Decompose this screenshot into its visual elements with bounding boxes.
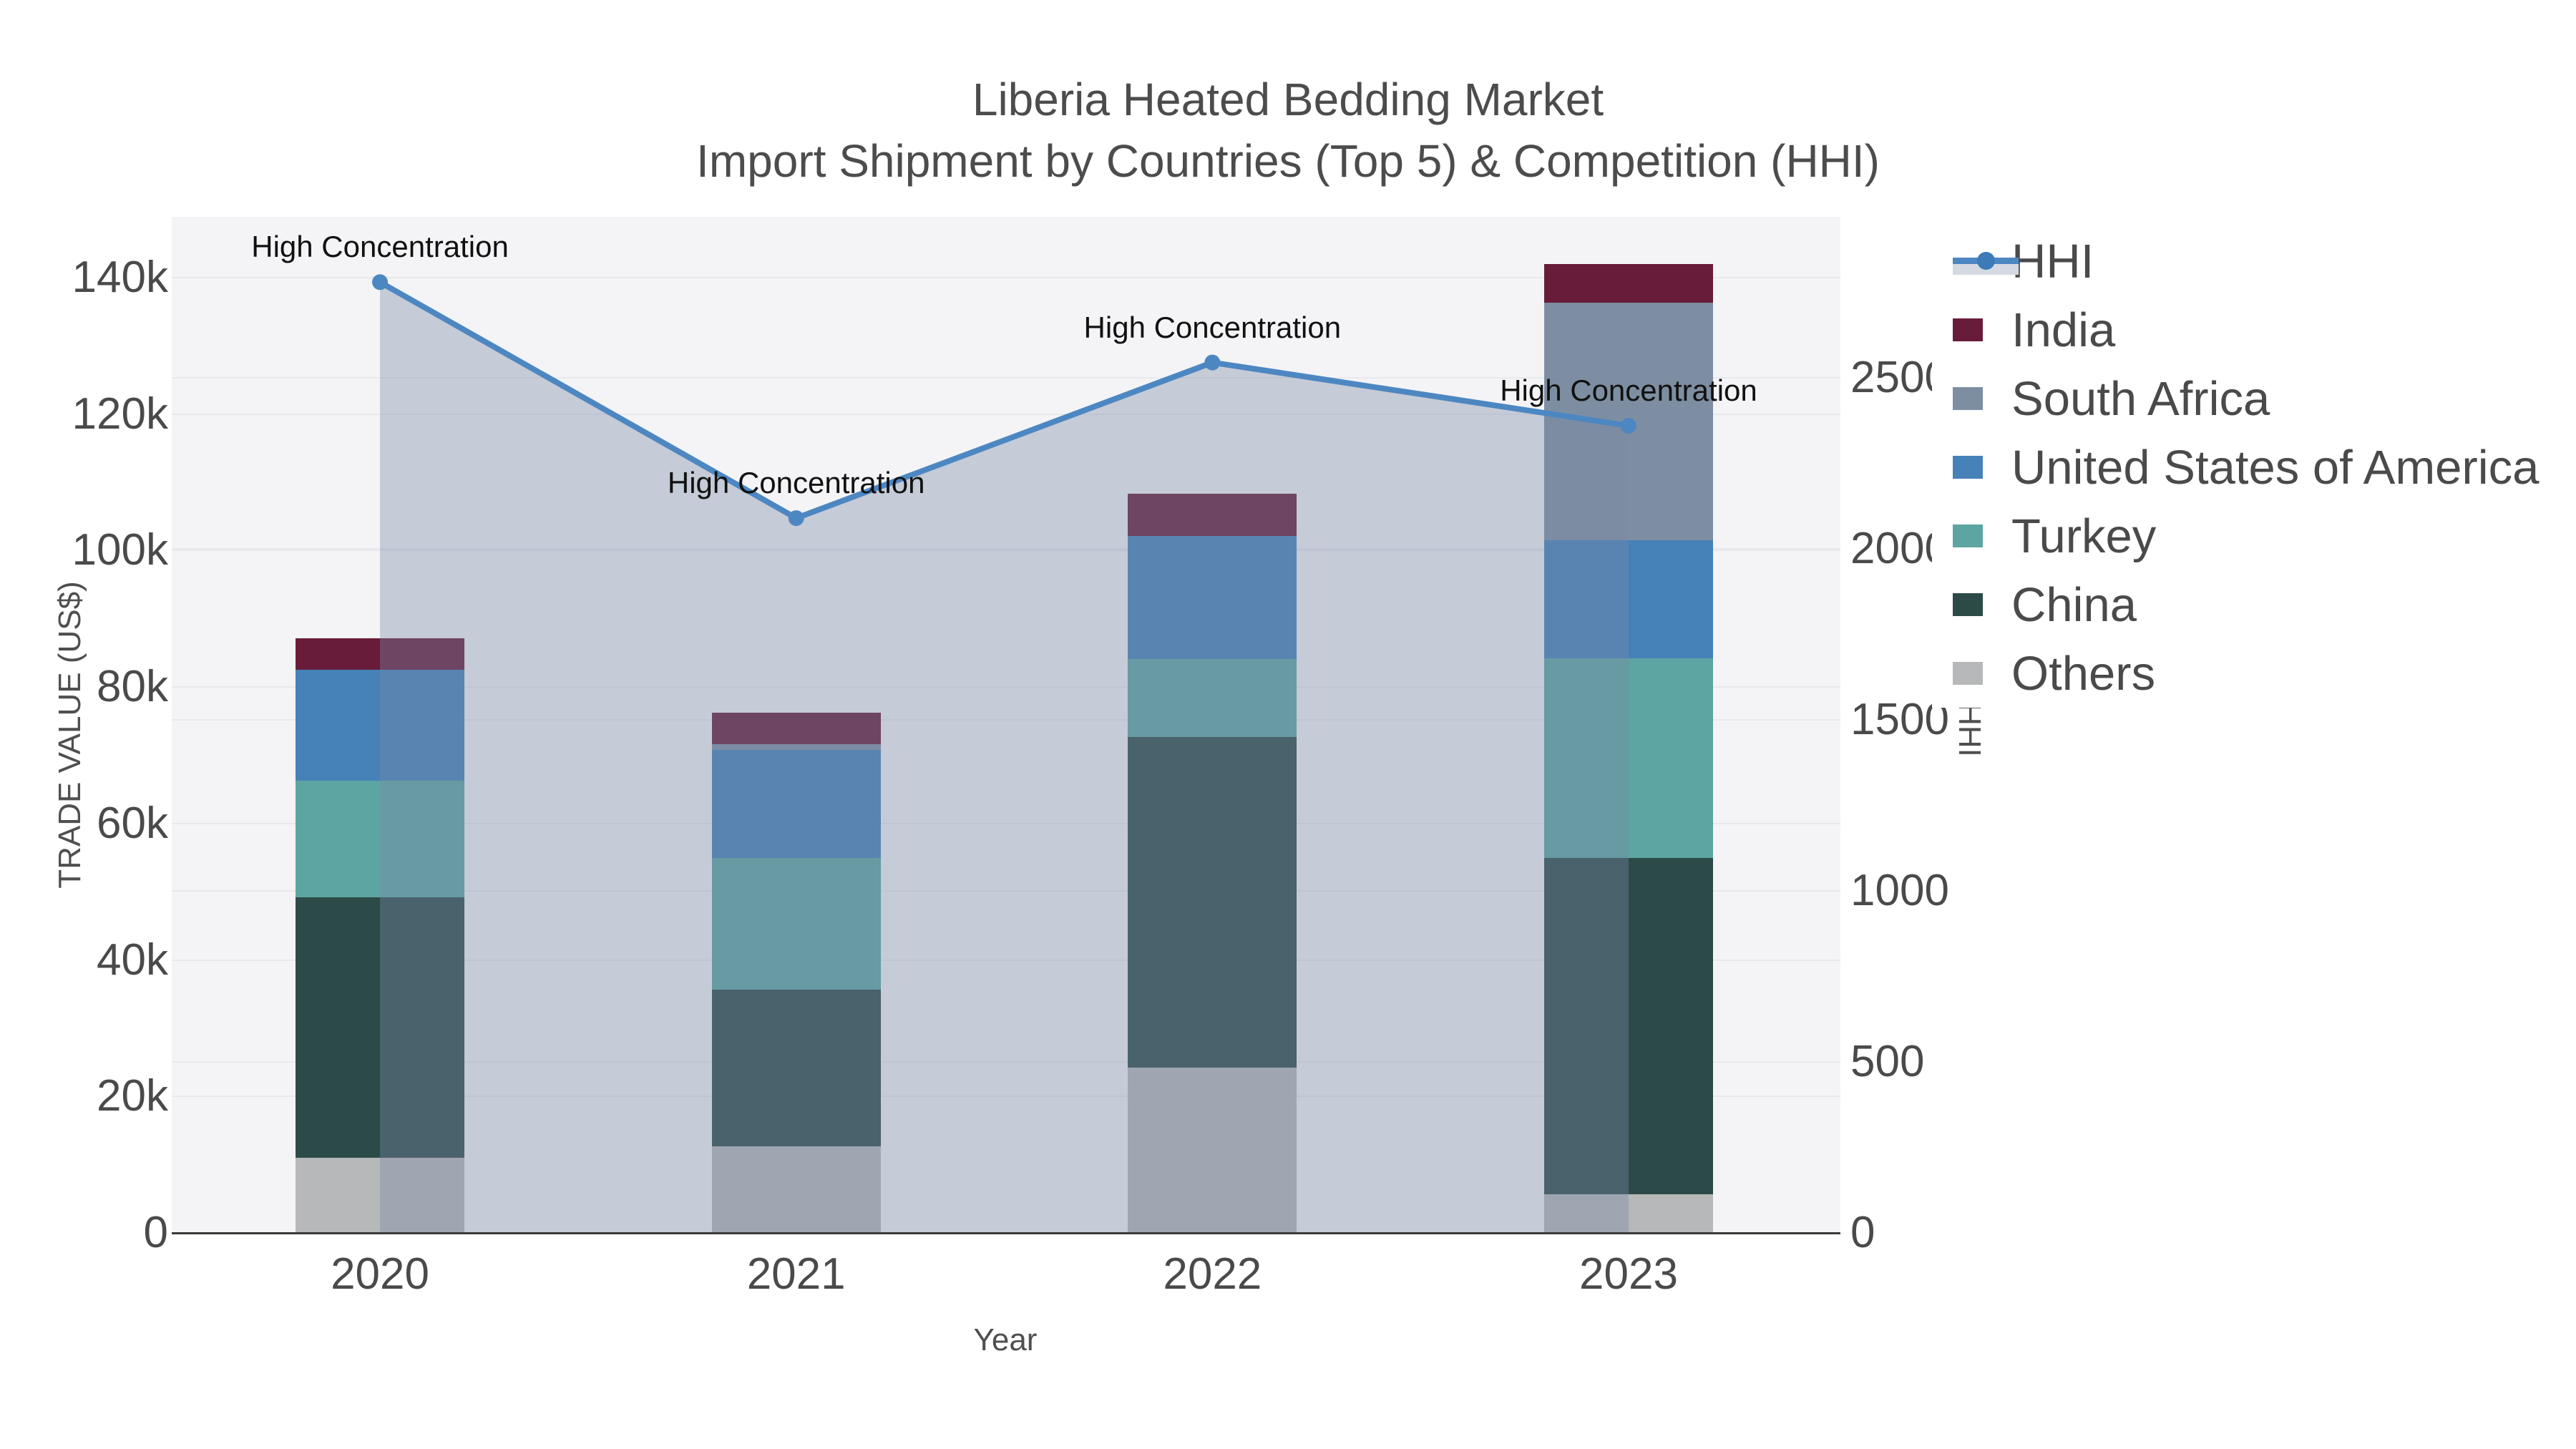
legend-swatch-icon (1932, 318, 2011, 341)
x-tick-2020: 2020 (331, 1249, 429, 1299)
bar-2020-india (296, 638, 465, 670)
y-axis-left-title: TRADE VALUE (US$) (52, 581, 87, 889)
gridline-right-1500 (172, 719, 1840, 721)
hhi-area-fill (380, 282, 1629, 1233)
swatch-south-africa (1953, 387, 1983, 410)
y-left-tick-60k: 60k (97, 798, 168, 848)
chart-title-line1: Liberia Heated Bedding Market (972, 74, 1604, 125)
gridline-left-80000 (172, 686, 1840, 688)
legend: HHI India South Africa United States of Ame… (1932, 227, 2555, 708)
legend-item-united-states-of-america[interactable]: United States of America (1932, 433, 2555, 502)
y-left-tick-20k: 20k (97, 1071, 168, 1121)
gridline-left-40000 (172, 959, 1840, 961)
gridline-right-1000 (172, 890, 1840, 892)
x-axis-line (172, 1232, 1840, 1234)
gridline-right-2500 (172, 377, 1840, 379)
y-left-tick-100k: 100k (72, 525, 168, 575)
hhi-line-layer (372, 274, 1636, 1233)
hhi-point-2023 (1621, 418, 1636, 434)
y-right-tick-0: 0 (1850, 1208, 1875, 1257)
bar-2023-united-states-of-america (1543, 540, 1713, 659)
y-left-tick-140k: 140k (72, 252, 168, 302)
bar-2020-turkey (296, 780, 465, 897)
bar-2020-others (296, 1158, 465, 1233)
hhi-line-swatch-icon (1953, 247, 2019, 275)
bar-2022-turkey (1128, 659, 1297, 737)
bar-2023-turkey (1543, 658, 1713, 859)
gridline-left-60000 (172, 822, 1840, 824)
y-left-tick-80k: 80k (97, 662, 168, 712)
y-right-tick-500: 500 (1850, 1037, 1925, 1087)
bar-2022-united-states-of-america (1128, 536, 1297, 659)
bar-2022-others (1128, 1068, 1297, 1233)
gridline-left-140000 (172, 276, 1840, 278)
gridline-left-120000 (172, 413, 1840, 415)
legend-label: South Africa (2011, 371, 2270, 426)
x-tick-2023: 2023 (1579, 1249, 1678, 1299)
swatch-india (1953, 318, 1983, 341)
bar-2021-turkey (711, 858, 881, 990)
y-left-tick-0: 0 (143, 1208, 168, 1257)
hhi-point-2020 (372, 274, 388, 291)
bar-2021-india (711, 713, 881, 745)
legend-swatch-icon (1932, 662, 2011, 685)
x-tick-2021: 2021 (746, 1249, 846, 1299)
legend-label: India (2011, 303, 2116, 357)
hhi-line-icon (1932, 247, 2019, 275)
legend-item-india[interactable]: India (1932, 296, 2555, 364)
x-tick-2022: 2022 (1163, 1249, 1262, 1299)
legend-swatch-icon (1932, 593, 2011, 616)
gridline-left-100000 (172, 550, 1840, 552)
bar-2020-united-states-of-america (296, 670, 465, 781)
annotation-2023: High Concentration (1500, 374, 1757, 408)
chart-title-line2: Import Shipment by Countries (Top 5) & C… (696, 135, 1880, 187)
swatch-china (1953, 593, 1983, 616)
bar-2020-china (296, 897, 465, 1158)
legend-item-turkey[interactable]: Turkey (1932, 502, 2555, 570)
bar-2022-india (1128, 494, 1297, 537)
hhi-point-2022 (1204, 354, 1221, 371)
legend-swatch-icon (1932, 456, 2011, 479)
y-axis-right-title: HHI (1952, 703, 1987, 757)
legend-swatch-icon (1932, 387, 2011, 410)
legend-label: Turkey (2011, 509, 2157, 563)
bar-2021-south-africa (711, 744, 881, 750)
legend-label: HHI (2011, 234, 2094, 288)
annotation-2022: High Concentration (1083, 310, 1342, 344)
legend-item-china[interactable]: China (1932, 570, 2555, 639)
plot-area: High Concentration High Concentration High… (172, 217, 1840, 1234)
legend-item-south-africa[interactable]: South Africa (1932, 364, 2555, 433)
hhi-marker-icon (1977, 252, 1995, 270)
legend-label: United States of America (2011, 440, 2540, 494)
swatch-united-states-of-america (1953, 456, 1983, 479)
legend-swatch-icon (1932, 525, 2011, 547)
annotation-2020: High Concentration (251, 230, 509, 264)
bar-2021-others (711, 1146, 881, 1233)
bar-2021-china (711, 989, 881, 1146)
legend-item-others[interactable]: Others (1932, 639, 2555, 708)
bar-2022-china (1128, 736, 1297, 1068)
legend-label: Others (2011, 646, 2156, 701)
swatch-others (1953, 662, 1983, 685)
hhi-line (379, 279, 1629, 522)
bar-2023-india (1543, 263, 1713, 303)
y-left-tick-40k: 40k (97, 935, 168, 985)
legend-item-hhi[interactable]: HHI (1932, 227, 2555, 296)
bar-2023-others (1543, 1194, 1713, 1233)
y-left-tick-120k: 120k (72, 389, 168, 439)
chart-title: Liberia Heated Bedding Market Import Shi… (0, 69, 2576, 192)
gridline-right-2000 (172, 548, 1840, 550)
bar-2023-china (1543, 858, 1713, 1194)
swatch-turkey (1953, 525, 1983, 547)
gridline-left-20000 (172, 1096, 1840, 1098)
y-right-tick-1000: 1000 (1850, 866, 1949, 916)
gridline-right-500 (172, 1061, 1840, 1063)
legend-label: China (2011, 577, 2137, 632)
bar-2021-united-states-of-america (711, 749, 881, 859)
annotation-2021: High Concentration (667, 466, 925, 500)
hhi-point-2021 (788, 510, 804, 527)
x-axis-title: Year (973, 1322, 1038, 1357)
